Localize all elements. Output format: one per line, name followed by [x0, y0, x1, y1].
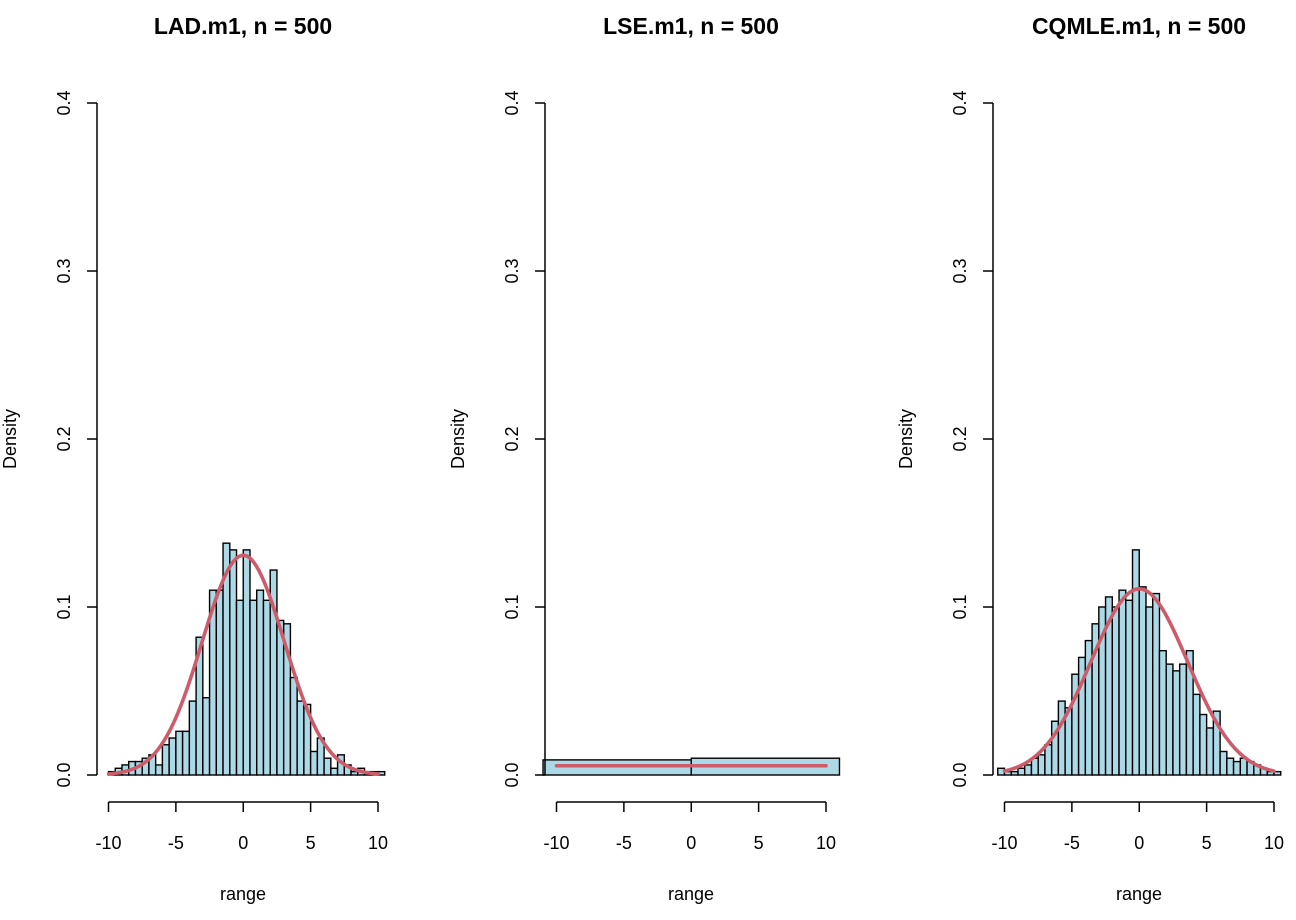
- y-tick-label: 0.1: [54, 594, 74, 619]
- histogram-bar: [1273, 770, 1282, 776]
- x-tick-label: 5: [754, 833, 764, 853]
- x-axis-label: range: [668, 884, 714, 904]
- y-tick-label: 0.4: [54, 90, 74, 115]
- histogram-bar: [303, 703, 312, 776]
- density-curve: [1002, 587, 1276, 773]
- x-tick-label: -5: [1064, 833, 1080, 853]
- histogram-bar: [249, 599, 258, 776]
- histogram-bar: [1017, 767, 1026, 776]
- histogram-bar: [1145, 606, 1154, 776]
- histogram-bar: [1111, 606, 1120, 776]
- histogram-bar: [154, 764, 164, 776]
- y-tick-label: 0.1: [502, 594, 522, 619]
- x-tick-label: 10: [1264, 833, 1284, 853]
- y-tick-label: 0.2: [502, 426, 522, 451]
- histogram-bar: [1118, 589, 1127, 776]
- histogram-bar: [309, 750, 319, 776]
- histogram-panel-3: CQMLE.m1, n = 500 0.0 0.1 0.2 0.3 0.4 -10 -5 0 5 1…: [896, 13, 1284, 904]
- histogram-bar: [1158, 649, 1167, 776]
- histogram-bar: [242, 549, 251, 776]
- chart-title: CQMLE.m1, n = 500: [1032, 13, 1246, 39]
- histogram-bar: [1152, 592, 1161, 776]
- histogram-bar: [188, 700, 197, 776]
- histogram-panel-2: LSE.m1, n = 500 0.0 0.1 0.2 0.3 0.4 -10 -5 0 5 10 r…: [448, 13, 841, 904]
- x-tick-label: 10: [368, 833, 388, 853]
- histogram-bar: [215, 589, 224, 776]
- x-axis-label: range: [220, 884, 266, 904]
- y-tick-label: 0.4: [502, 90, 522, 115]
- x-tick-label: 5: [1202, 833, 1212, 853]
- density-curve: [106, 553, 380, 776]
- y-tick-label: 0.3: [950, 258, 970, 283]
- histogram-bar: [1057, 700, 1066, 776]
- histogram-bar: [181, 730, 191, 776]
- histogram-bar: [1037, 754, 1046, 776]
- histogram-bar: [1125, 599, 1134, 776]
- histogram-bar: [350, 770, 359, 776]
- x-tick-label: 10: [816, 833, 836, 853]
- histogram-bar: [262, 599, 271, 776]
- x-tick-label: 5: [306, 833, 316, 853]
- histogram-bar: [1138, 586, 1147, 776]
- histogram-bar: [276, 619, 285, 776]
- y-axis-label: Density: [896, 409, 916, 469]
- chart-title: LAD.m1, n = 500: [154, 13, 332, 39]
- histogram-bar: [1010, 770, 1019, 776]
- y-tick-label: 0.2: [54, 426, 74, 451]
- histogram-panel-1: LAD.m1, n = 500 0.0 0.1 0.2 0.3 0.4 -10 -5 0 5 10 r…: [0, 13, 388, 904]
- histogram-bar: [296, 700, 305, 776]
- y-tick-label: 0.1: [950, 594, 970, 619]
- y-tick-label: 0.0: [502, 762, 522, 787]
- y-tick-label: 0.3: [54, 258, 74, 283]
- histogram-bar: [168, 737, 177, 776]
- histogram-bar: [1165, 663, 1174, 776]
- histogram-bar: [1226, 757, 1235, 776]
- x-axis-label: range: [1116, 884, 1162, 904]
- histogram-bar: [1131, 549, 1140, 776]
- histogram-bar: [1044, 744, 1053, 776]
- x-tick-label: -10: [95, 833, 121, 853]
- x-tick-label: -5: [168, 833, 184, 853]
- x-tick-label: -10: [543, 833, 569, 853]
- histogram-bar: [235, 599, 244, 776]
- histogram-bar: [1219, 750, 1228, 776]
- histogram-bar: [202, 697, 211, 776]
- x-tick-label: 0: [1134, 833, 1144, 853]
- x-tick-label: 0: [686, 833, 696, 853]
- histogram-bar: [161, 744, 170, 776]
- x-tick-label: -5: [616, 833, 632, 853]
- histogram-bar: [1199, 713, 1208, 776]
- histogram-bar: [330, 767, 339, 776]
- x-tick-label: 0: [238, 833, 248, 853]
- y-tick-label: 0.3: [502, 258, 522, 283]
- histogram-bar: [1024, 764, 1033, 776]
- x-tick-label: -10: [991, 833, 1017, 853]
- y-axis-label: Density: [0, 409, 20, 469]
- histogram-bar: [256, 589, 265, 776]
- y-tick-label: 0.2: [950, 426, 970, 451]
- histogram-bar: [229, 549, 238, 776]
- histogram-bar: [1212, 710, 1221, 776]
- y-axis-label: Density: [448, 409, 468, 469]
- chart-title: LSE.m1, n = 500: [603, 13, 779, 39]
- y-tick-label: 0.4: [950, 90, 970, 115]
- histogram-bar: [175, 730, 184, 776]
- histogram-bar: [323, 757, 332, 776]
- y-tick-label: 0.0: [950, 762, 970, 787]
- histogram-bar: [1172, 670, 1181, 776]
- histogram-bar: [1178, 663, 1188, 776]
- y-tick-label: 0.0: [54, 762, 74, 787]
- histogram-bar: [1232, 760, 1242, 776]
- histogram-bar: [1205, 727, 1215, 776]
- histogram-bar: [289, 676, 298, 776]
- histogram-bar: [1192, 693, 1201, 776]
